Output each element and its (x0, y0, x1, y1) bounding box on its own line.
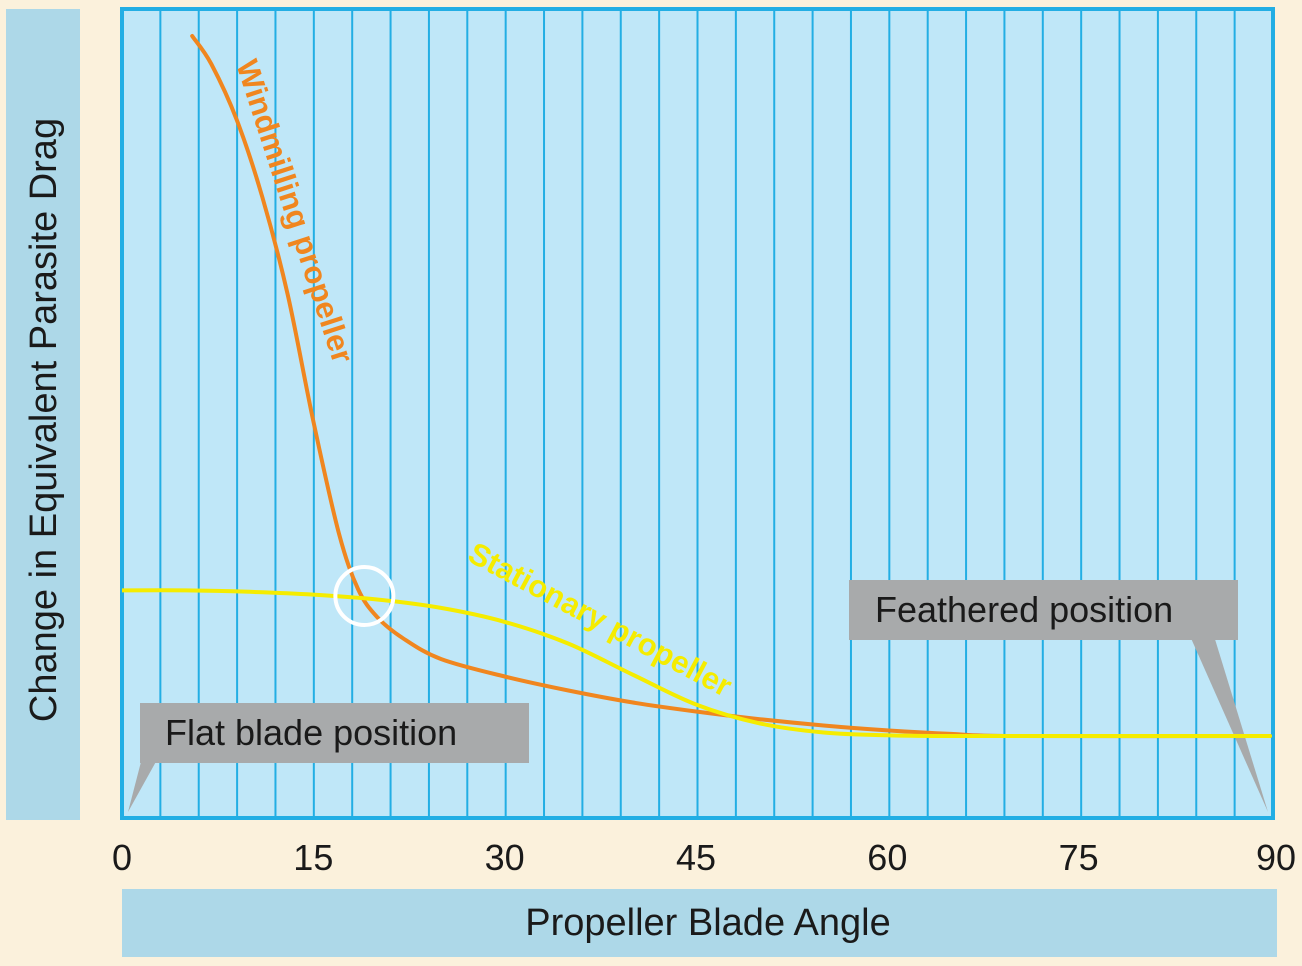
x-tick-label: 90 (1256, 837, 1296, 878)
feathered-label: Feathered position (875, 589, 1173, 630)
x-tick-label: 45 (676, 837, 716, 878)
feathered-callout: Feathered position (849, 580, 1268, 812)
x-tick-labels: 0 15 30 45 60 75 90 (112, 837, 1296, 878)
x-tick-label: 0 (112, 837, 132, 878)
y-axis-title: Change in Equivalent Parasite Drag (23, 118, 65, 722)
y-axis-band (6, 9, 80, 820)
x-tick-label: 75 (1059, 837, 1099, 878)
x-axis-band (122, 889, 1277, 957)
windmilling-propeller-line (190, 34, 1272, 739)
gridlines (159, 9, 1236, 818)
x-axis-title: Propeller Blade Angle (525, 902, 890, 944)
intersection-highlight-circle (333, 565, 396, 627)
stationary-propeller-line (122, 588, 1272, 739)
x-tick-label: 60 (867, 837, 907, 878)
flat-blade-callout: Flat blade position (128, 703, 529, 812)
x-tick-label: 15 (293, 837, 333, 878)
x-tick-label: 30 (485, 837, 525, 878)
flat-blade-label: Flat blade position (165, 712, 457, 753)
